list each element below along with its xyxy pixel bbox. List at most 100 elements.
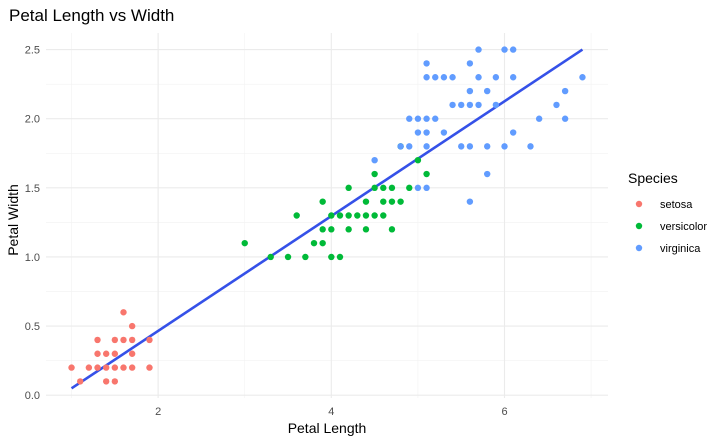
data-point — [414, 115, 422, 122]
data-point — [128, 322, 136, 330]
data-point — [111, 336, 119, 344]
y-axis-label: Petal Width — [5, 184, 21, 256]
data-point — [475, 46, 482, 53]
data-point — [111, 350, 119, 357]
data-point — [440, 74, 448, 81]
data-point — [128, 364, 136, 371]
data-point — [267, 253, 274, 261]
legend-items: setosa versicolor virginica — [635, 199, 707, 255]
data-point — [146, 336, 153, 344]
data-point — [102, 364, 110, 371]
series-virginica — [371, 46, 586, 205]
data-point — [458, 101, 465, 109]
data-point — [440, 129, 448, 136]
data-point — [466, 143, 474, 150]
data-point — [414, 184, 422, 192]
data-point — [293, 212, 300, 219]
legend-item-setosa: setosa — [635, 199, 693, 211]
plot-panel — [46, 33, 608, 398]
data-point — [423, 143, 430, 150]
data-point — [345, 226, 352, 233]
data-point — [397, 198, 404, 205]
data-point — [561, 87, 569, 95]
data-point — [535, 115, 543, 122]
data-point — [328, 212, 335, 219]
data-point — [475, 74, 482, 81]
data-point — [310, 239, 318, 247]
data-point — [561, 115, 569, 122]
series-setosa — [68, 309, 153, 385]
data-point — [328, 253, 335, 261]
data-point — [484, 87, 491, 95]
data-point — [423, 170, 430, 178]
data-point — [466, 198, 474, 205]
y-tick-label: 2.5 — [25, 45, 40, 57]
data-point — [328, 226, 335, 233]
data-point — [492, 101, 500, 109]
data-point — [345, 212, 352, 219]
data-point — [388, 184, 396, 192]
data-point — [501, 46, 508, 53]
data-point — [527, 143, 534, 150]
data-point — [432, 115, 439, 122]
data-point — [388, 226, 396, 233]
data-point — [345, 184, 352, 192]
data-point — [406, 115, 413, 122]
data-point — [509, 74, 517, 81]
data-point — [553, 101, 560, 109]
data-point — [414, 156, 422, 164]
data-point — [423, 129, 430, 136]
data-point — [458, 143, 465, 150]
data-point — [432, 74, 439, 81]
grid-lines — [46, 33, 608, 398]
data-point — [449, 74, 456, 81]
data-point — [423, 184, 430, 192]
y-tick-label: 1.5 — [25, 183, 40, 195]
y-tick-label: 1.0 — [25, 252, 40, 264]
data-point — [120, 309, 127, 316]
data-point — [388, 198, 396, 205]
data-point — [102, 350, 110, 357]
data-point — [319, 198, 326, 205]
data-point — [102, 378, 110, 385]
data-point — [579, 74, 586, 81]
legend-label: virginica — [660, 243, 701, 255]
data-point — [484, 143, 491, 150]
data-point — [501, 143, 508, 150]
data-point — [319, 239, 326, 247]
data-point — [111, 378, 119, 385]
data-point — [362, 226, 370, 233]
data-point — [362, 212, 370, 219]
data-point — [449, 101, 456, 109]
data-point — [371, 156, 378, 164]
data-point — [406, 143, 413, 150]
data-point — [94, 364, 101, 371]
x-tick-label: 4 — [328, 406, 334, 418]
data-point — [406, 184, 413, 192]
x-axis-label: Petal Length — [288, 420, 367, 436]
data-point — [120, 364, 127, 371]
data-point — [371, 212, 378, 219]
data-point — [85, 364, 93, 371]
data-point — [111, 364, 119, 371]
y-tick-label: 0.5 — [25, 321, 40, 333]
y-tick-label: 2.0 — [25, 114, 40, 126]
data-point — [146, 364, 153, 371]
x-tick-label: 2 — [155, 406, 161, 418]
data-point — [371, 170, 378, 178]
legend-label: versicolor — [660, 221, 707, 233]
data-point — [94, 350, 101, 357]
data-point — [241, 239, 248, 247]
data-point — [380, 198, 387, 205]
data-point — [509, 129, 517, 136]
y-tick-label: 0.0 — [25, 390, 40, 402]
x-tick-label: 6 — [501, 406, 507, 418]
data-point — [423, 115, 430, 122]
data-point — [94, 336, 101, 344]
data-point — [466, 87, 474, 95]
data-point — [371, 184, 378, 192]
data-point — [466, 101, 474, 109]
data-point — [423, 74, 430, 81]
data-point — [484, 170, 491, 178]
